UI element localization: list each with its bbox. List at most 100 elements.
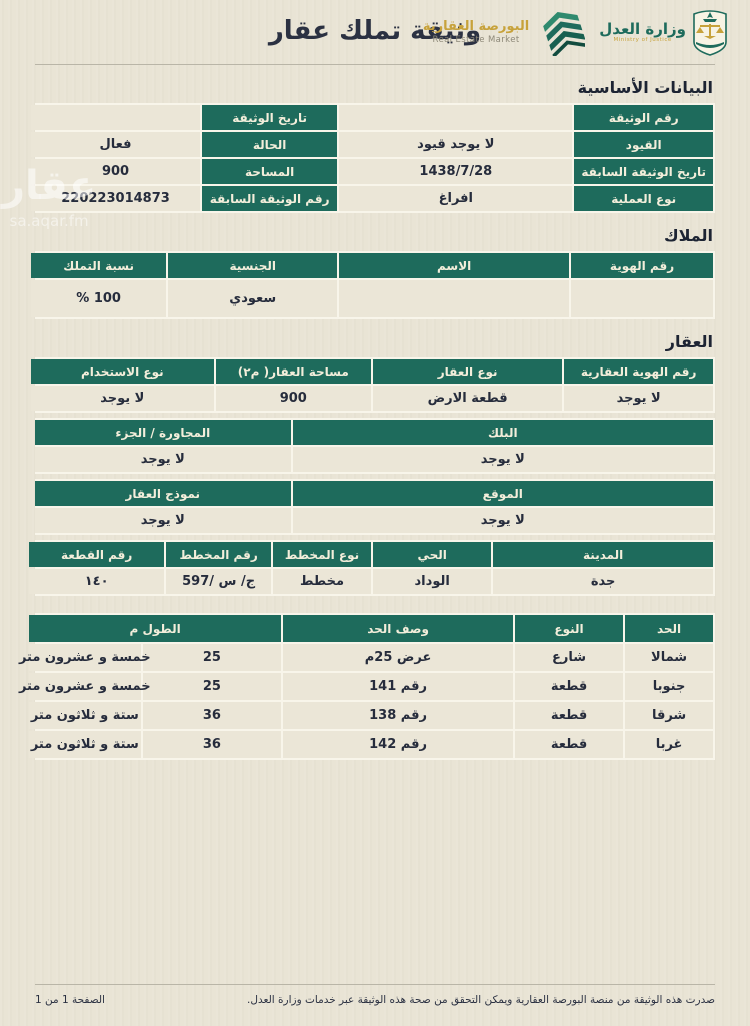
column-property-model: نموذج العقار — [35, 481, 291, 506]
section-heading-basic-data: البيانات الأساسية — [577, 78, 713, 97]
column-adjacent-part: المجاورة / الجزء — [35, 420, 291, 445]
basic-data-table: رقم الوثيقة تاريخ الوثيقة القيود لا يوجد… — [31, 103, 715, 213]
column-length-m: الطول م — [29, 615, 282, 642]
boundaries-table: الحد النوع وصف الحد الطول م شمالا شارع ع… — [19, 613, 715, 760]
column-plot-number: رقم القطعة — [29, 542, 165, 567]
boundary-east-length-text: ستة و ثلاثون متر — [29, 702, 141, 729]
footer-note: صدرت هذه الوثيقة من منصة البورصة العقاري… — [247, 994, 715, 1006]
footer-page-number: الصفحة 1 من 1 — [35, 994, 105, 1006]
column-name: الاسم — [339, 253, 570, 278]
header-logos: وزارة العدل Ministry of Justice البورصة … — [423, 8, 728, 56]
value-property-model: لا يوجد — [35, 508, 291, 533]
value-property-type: قطعة الارض — [373, 386, 563, 411]
value-operation-type: افراغ — [339, 186, 573, 211]
boundary-north-type: شارع — [514, 644, 624, 671]
column-nationality: الجنسية — [168, 253, 338, 278]
value-document-number — [339, 105, 573, 130]
value-restrictions: لا يوجد قيود — [339, 132, 573, 157]
column-city: المدينة — [493, 542, 713, 567]
boundary-south-description: رقم 141 — [283, 673, 513, 700]
property-plan-table: المدينة الحي نوع المخطط رقم المخطط رقم ا… — [29, 540, 715, 596]
ministry-name-arabic: وزارة العدل — [599, 19, 686, 38]
column-ownership-share: نسبة التملك — [31, 253, 167, 278]
page-title: وثيقة تملك عقار — [268, 16, 482, 46]
owner-nationality: سعودي — [168, 280, 338, 317]
boundary-north-length-text: خمسة و عشرون متر — [19, 644, 151, 671]
column-usage-type: نوع الاستخدام — [31, 359, 214, 384]
property-block-table: البلك المجاورة / الجزء لا يوجد لا يوجد — [35, 418, 715, 474]
owner-id-number — [571, 280, 713, 317]
section-heading-property: العقار — [665, 332, 713, 351]
value-block: لا يوجد — [292, 447, 713, 472]
owners-table: رقم الهوية الاسم الجنسية نسبة التملك سعو… — [31, 251, 715, 319]
column-block: البلك — [292, 420, 713, 445]
value-previous-doc-number: 220223014873 — [31, 186, 201, 211]
boundary-west-length-text: ستة و ثلاثون متر — [29, 731, 141, 758]
rem-name-english: Real Estate Market — [432, 34, 520, 45]
column-location: الموقع — [292, 481, 713, 506]
value-plan-number: ج/ س /597 — [166, 569, 271, 594]
column-boundary-description: وصف الحد — [283, 615, 513, 642]
boundary-west-description: رقم 142 — [283, 731, 513, 758]
boundary-east-length: 36 — [142, 702, 282, 729]
ministry-name-english: Ministry of Justice — [613, 37, 672, 44]
label-restrictions: القيود — [574, 132, 713, 157]
value-plan-type: مخطط — [273, 569, 372, 594]
owner-ownership-share: 100 % — [31, 280, 167, 317]
boundary-west-length: 36 — [142, 731, 282, 758]
value-plot-number: ١٤٠ — [29, 569, 165, 594]
column-boundary: الحد — [625, 615, 713, 642]
boundary-west: غربا — [625, 731, 713, 758]
document-header: وثيقة تملك عقار وزارة العدل Ministry of … — [0, 0, 750, 64]
column-plan-type: نوع المخطط — [273, 542, 372, 567]
owner-name — [339, 280, 570, 317]
value-property-id: لا يوجد — [564, 386, 713, 411]
boundary-east: شرقا — [625, 702, 713, 729]
value-adjacent-part: لا يوجد — [35, 447, 291, 472]
ministry-logo-text: وزارة العدل Ministry of Justice — [599, 21, 686, 44]
value-district: الوداد — [373, 569, 492, 594]
column-plan-number: رقم المخطط — [166, 542, 271, 567]
value-previous-doc-date: 1438/7/28 — [339, 159, 573, 184]
value-city: جدة — [493, 569, 713, 594]
value-usage-type: لا يوجد — [31, 386, 214, 411]
column-id-number: رقم الهوية — [571, 253, 713, 278]
label-status: الحالة — [202, 132, 338, 157]
property-main-table: رقم الهوية العقارية نوع العقار مساحة الع… — [31, 357, 715, 413]
header-divider — [35, 64, 715, 65]
boundary-south: جنوبا — [625, 673, 713, 700]
label-operation-type: نوع العملية — [574, 186, 713, 211]
column-district: الحي — [373, 542, 492, 567]
label-previous-doc-date: تاريخ الوثيقة السابقة — [574, 159, 713, 184]
label-document-number: رقم الوثيقة — [574, 105, 713, 130]
value-property-area: 900 — [215, 386, 372, 411]
boundary-north-length: 25 — [142, 644, 282, 671]
boundary-south-type: قطعة — [514, 673, 624, 700]
column-boundary-type: النوع — [514, 615, 624, 642]
value-document-date — [31, 105, 201, 130]
boundary-south-length-text: خمسة و عشرون متر — [19, 673, 151, 700]
real-estate-market-logo: البورصة العقارية Real Estate Market — [423, 19, 529, 45]
column-property-type: نوع العقار — [373, 359, 563, 384]
label-previous-doc-number: رقم الوثيقة السابقة — [202, 186, 338, 211]
rem-name-arabic: البورصة العقارية — [422, 19, 530, 35]
ministry-of-justice-logo: وزارة العدل Ministry of Justice — [599, 8, 728, 56]
section-heading-owners: الملاك — [663, 226, 713, 245]
boundary-north-description: عرض 25م — [283, 644, 513, 671]
boundary-east-description: رقم 138 — [283, 702, 513, 729]
document-footer: صدرت هذه الوثيقة من منصة البورصة العقاري… — [35, 984, 715, 1006]
label-document-date: تاريخ الوثيقة — [202, 105, 338, 130]
value-area: 900 — [31, 159, 201, 184]
boundary-north: شمالا — [625, 644, 713, 671]
column-property-area: مساحة العقار( م٢) — [215, 359, 372, 384]
property-location-table: الموقع نموذج العقار لا يوجد لا يوجد — [35, 479, 715, 535]
boundary-east-type: قطعة — [514, 702, 624, 729]
column-property-id: رقم الهوية العقارية — [564, 359, 713, 384]
boundary-west-type: قطعة — [514, 731, 624, 758]
label-area: المساحة — [202, 159, 338, 184]
real-estate-exchange-icon — [543, 12, 586, 56]
ministry-emblem-icon — [693, 10, 727, 56]
value-status: فعال — [31, 132, 201, 157]
value-location: لا يوجد — [292, 508, 713, 533]
